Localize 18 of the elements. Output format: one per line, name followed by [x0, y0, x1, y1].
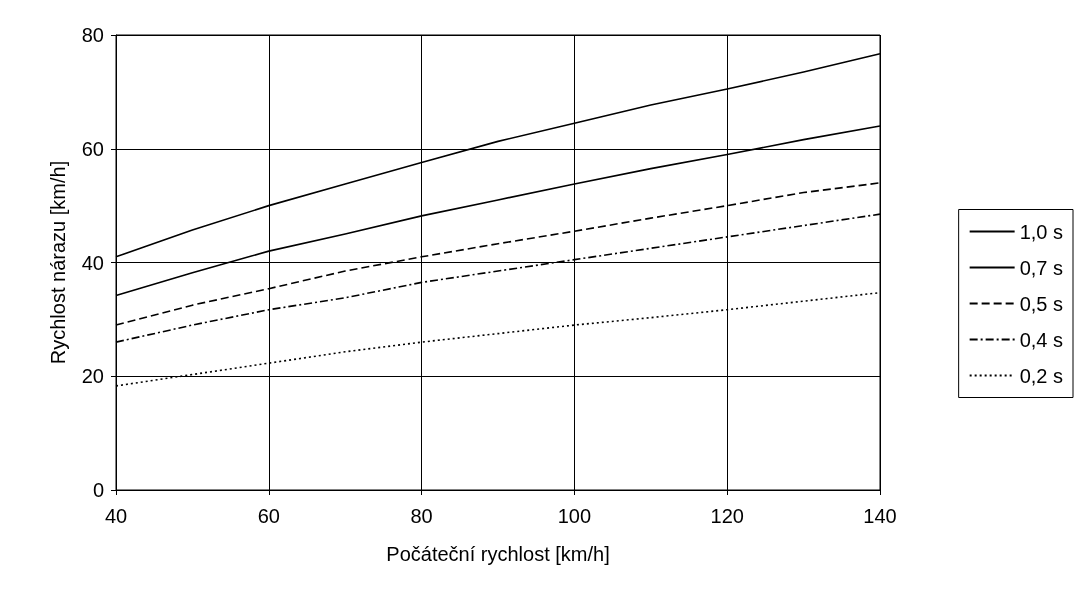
- y-tick-label: 0: [92, 479, 104, 501]
- legend-label: 0,5 s: [1019, 292, 1063, 315]
- y-axis-title: Rychlost nárazu [km/h]: [47, 160, 69, 365]
- x-tick-label: 100: [557, 505, 592, 527]
- x-axis-title: Počáteční rychlost [km/h]: [386, 543, 610, 565]
- y-tick-label: 60: [81, 137, 104, 160]
- x-tick-label: 60: [257, 505, 280, 527]
- y-tick-label: 80: [81, 24, 104, 46]
- x-tick-label: 80: [410, 505, 433, 527]
- y-tick-label: 20: [81, 365, 104, 388]
- x-tick-label: 40: [104, 505, 128, 527]
- legend-label: 0,4 s: [1019, 328, 1063, 351]
- legend-label: 1,0 s: [1019, 220, 1063, 243]
- x-tick-label: 120: [710, 505, 744, 527]
- x-tick-label: 140: [863, 505, 897, 527]
- legend-label: 0,7 s: [1019, 256, 1063, 279]
- y-tick-label: 40: [81, 251, 104, 274]
- legend-label: 0,2 s: [1019, 364, 1063, 387]
